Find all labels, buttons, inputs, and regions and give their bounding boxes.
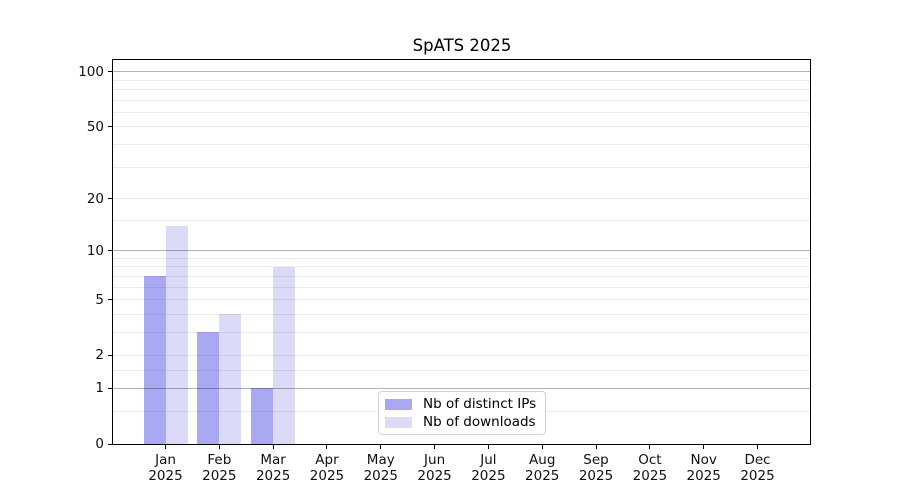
x-tick-label: May 2025 — [363, 452, 398, 484]
bar-downloads-feb — [219, 314, 242, 444]
gridline-minor — [113, 275, 810, 277]
y-tick-label: 1 — [95, 380, 104, 397]
x-tick-mark — [487, 445, 489, 449]
chart-title: SpATS 2025 — [412, 36, 512, 55]
gridline-minor — [113, 99, 810, 101]
bar-distinct-ips-feb — [197, 332, 220, 444]
y-tick-label: 100 — [78, 63, 104, 80]
gridline-minor — [113, 313, 810, 315]
y-tick-mark — [108, 299, 112, 301]
x-tick-mark — [649, 445, 651, 449]
y-tick-mark — [108, 443, 112, 445]
gridline-minor — [113, 112, 810, 114]
x-tick-mark — [380, 445, 382, 449]
y-tick-label: 50 — [86, 118, 104, 135]
x-tick-label: Feb 2025 — [202, 452, 237, 484]
x-tick-mark — [595, 445, 597, 449]
y-tick-mark — [108, 198, 112, 199]
x-tick-label: Apr 2025 — [309, 452, 345, 484]
gridline-minor — [113, 369, 810, 371]
gridline-minor — [113, 79, 810, 81]
y-tick-mark — [108, 250, 112, 252]
x-tick-mark — [272, 445, 274, 449]
gridline-minor — [113, 144, 810, 146]
bar-downloads-jan — [165, 225, 188, 444]
gridline-minor — [113, 219, 810, 221]
x-tick-label: Nov 2025 — [686, 452, 721, 484]
gridline-major — [113, 71, 810, 73]
y-tick-label: 5 — [95, 291, 104, 308]
y-tick-label: 2 — [95, 347, 104, 364]
x-tick-label: Jul 2025 — [471, 452, 506, 484]
x-tick-label: Aug 2025 — [525, 452, 560, 484]
gridline-minor — [113, 266, 810, 268]
gridline-minor — [113, 331, 810, 333]
x-tick-mark — [541, 445, 543, 449]
x-tick-mark — [218, 445, 220, 449]
legend-swatch-distinct-ips — [385, 398, 412, 410]
x-tick-mark — [326, 445, 328, 449]
legend-item-downloads: Nb of downloads — [385, 414, 536, 430]
legend-label-downloads: Nb of downloads — [423, 414, 536, 430]
gridline-minor — [113, 89, 810, 91]
x-tick-label: Sep 2025 — [578, 452, 614, 484]
y-tick-label: 0 — [95, 436, 104, 452]
x-tick-label: Jan 2025 — [148, 452, 183, 484]
x-tick-mark — [757, 445, 758, 449]
legend: Nb of distinct IPs Nb of downloads — [378, 391, 547, 435]
x-tick-label: Jun 2025 — [417, 452, 452, 484]
bar-distinct-ips-mar — [251, 388, 274, 444]
gridline-minor — [113, 286, 810, 288]
y-tick-mark — [108, 71, 112, 73]
x-tick-mark — [703, 445, 705, 449]
y-tick-label: 20 — [86, 190, 104, 207]
bar-downloads-mar — [273, 266, 296, 444]
gridline-minor — [113, 299, 810, 301]
x-tick-label: Mar 2025 — [255, 452, 291, 484]
y-tick-label: 10 — [86, 242, 104, 259]
bar-distinct-ips-jan — [143, 276, 166, 444]
x-tick-label: Oct 2025 — [632, 452, 668, 484]
x-tick-label: Dec 2025 — [740, 452, 775, 484]
legend-swatch-downloads — [385, 416, 412, 428]
y-tick-mark — [108, 354, 112, 356]
legend-label-distinct-ips: Nb of distinct IPs — [423, 396, 537, 412]
x-tick-mark — [434, 445, 436, 449]
gridline-minor — [113, 198, 810, 199]
x-tick-mark — [165, 445, 166, 449]
gridline-minor — [113, 166, 810, 168]
y-tick-mark — [108, 387, 112, 389]
gridline-major — [113, 250, 810, 252]
gridline-minor — [113, 126, 810, 128]
gridline-minor — [113, 354, 810, 356]
legend-item-distinct-ips: Nb of distinct IPs — [385, 396, 536, 412]
y-tick-mark — [108, 126, 112, 128]
gridline-major — [113, 387, 810, 389]
gridline-minor — [113, 257, 810, 259]
